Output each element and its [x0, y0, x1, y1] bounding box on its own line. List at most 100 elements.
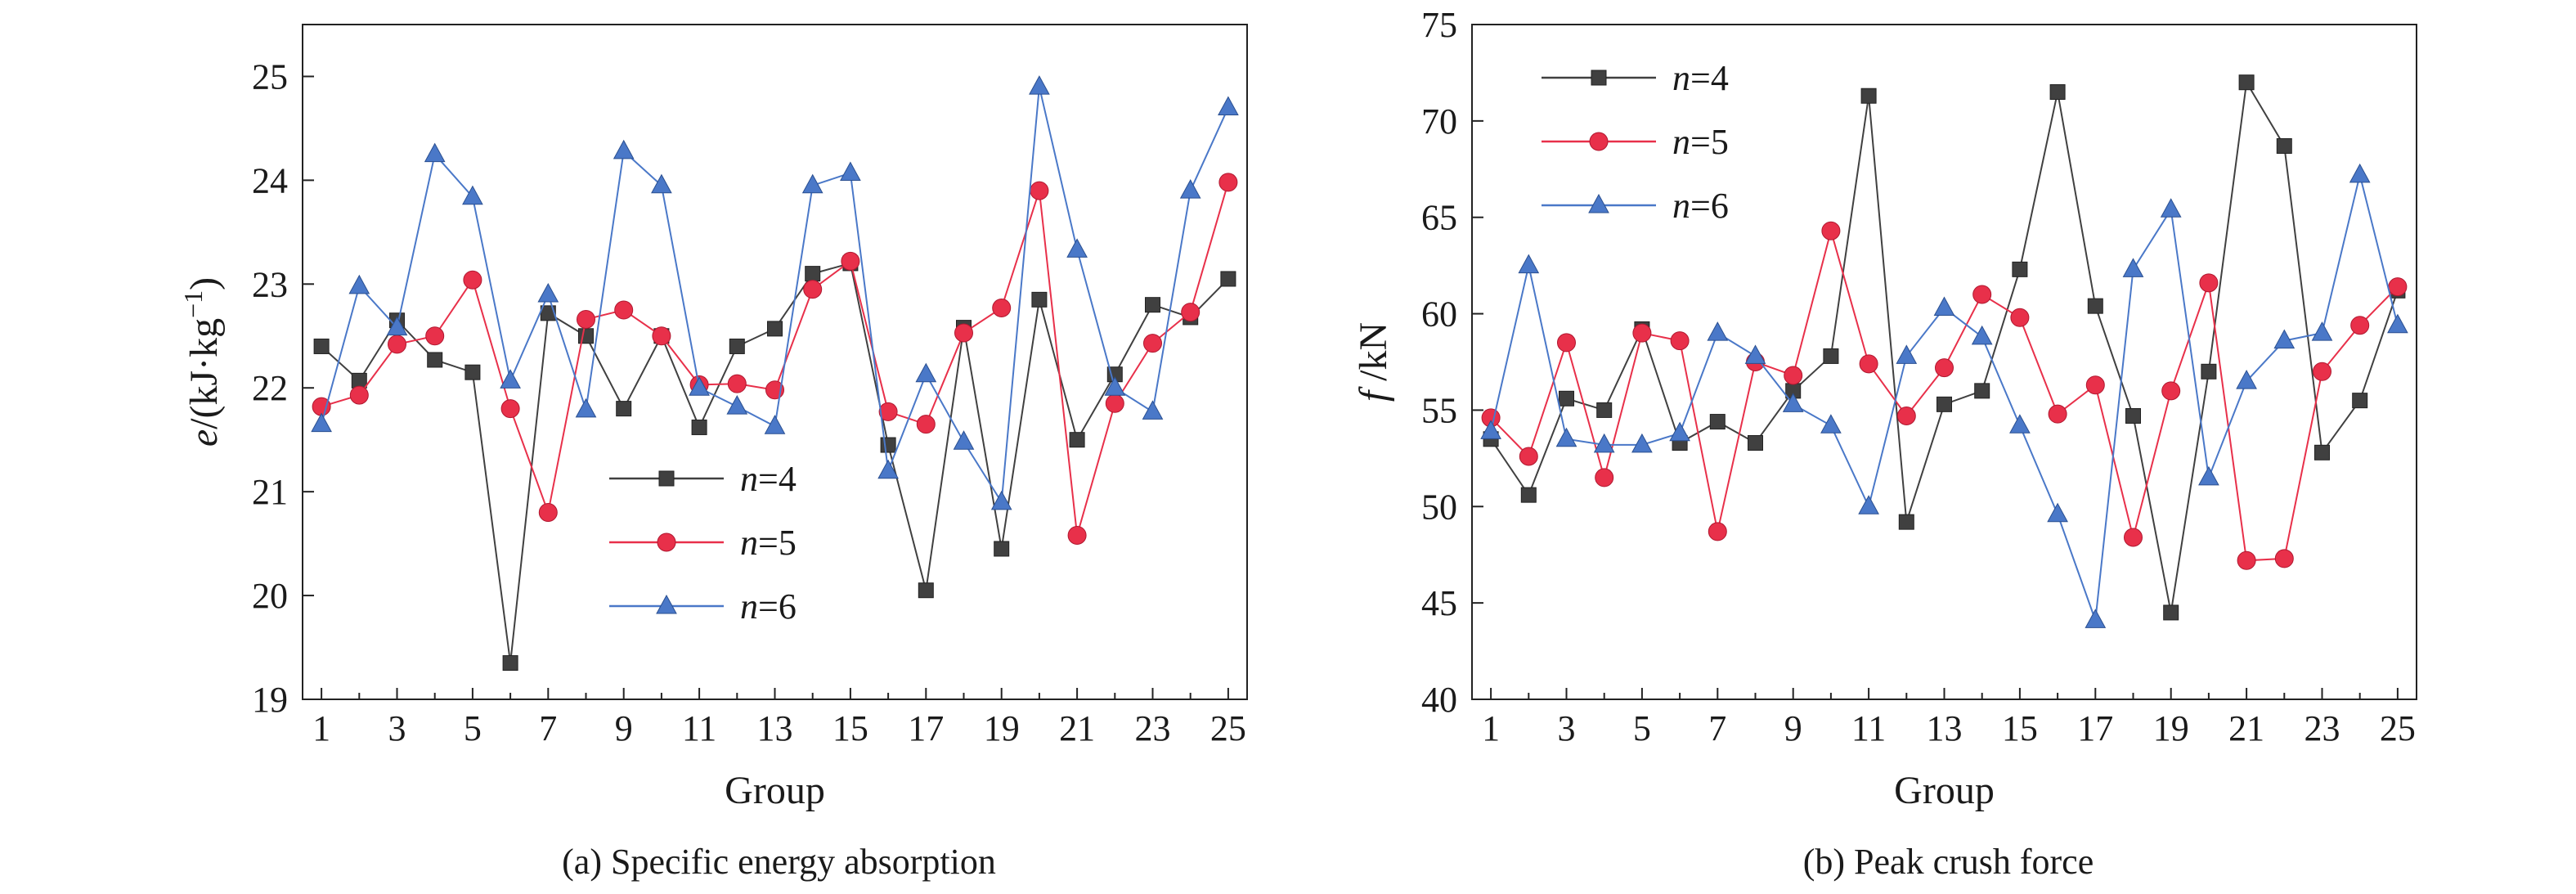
- x-tick-label: 15: [832, 708, 868, 748]
- legend-marker: [656, 594, 677, 614]
- data-point-n=4: [2276, 138, 2292, 154]
- legend-value: =6: [758, 586, 797, 627]
- legend-entry: n=4: [1542, 58, 1729, 98]
- data-point-n=5: [1181, 303, 1200, 322]
- panel-caption: (b) Peak crush force: [1803, 842, 2094, 882]
- data-point-n=6: [575, 398, 597, 418]
- data-point-n=5: [1821, 221, 1841, 240]
- data-point-n=4: [805, 266, 821, 282]
- legend-value: =5: [1690, 122, 1729, 162]
- series-n=6: [311, 75, 1239, 510]
- data-point-n=6: [1971, 325, 1993, 345]
- data-point-n=5: [1632, 323, 1652, 343]
- data-point-n=5: [1595, 468, 1614, 487]
- data-point-n=5: [1030, 181, 1049, 200]
- data-point-n=6: [2160, 198, 2182, 218]
- data-point-n=4: [2314, 444, 2330, 460]
- data-point-n=5: [1067, 525, 1087, 545]
- y-axis-unit-close: ): [182, 277, 226, 290]
- data-point-n=4: [616, 401, 632, 417]
- data-point-n=4: [2163, 604, 2179, 621]
- data-point-n=4: [313, 338, 330, 354]
- data-point-n=4: [729, 338, 745, 354]
- data-point-n=6: [1480, 420, 1501, 439]
- y-tick-label: 22: [252, 368, 288, 408]
- x-tick-label: 23: [2304, 708, 2340, 748]
- x-axis-title: Group: [1894, 769, 1995, 812]
- data-point-n=6: [1029, 75, 1050, 95]
- legend-variable: n: [1672, 122, 1690, 162]
- data-point-n=5: [954, 323, 973, 343]
- x-tick-label: 1: [1482, 708, 1500, 748]
- data-point-n=6: [386, 316, 408, 336]
- y-tick-label: 60: [1421, 294, 1457, 335]
- data-point-n=6: [1631, 433, 1653, 453]
- x-tick-label: 13: [757, 708, 793, 748]
- x-tick-label: 19: [984, 708, 1020, 748]
- y-tick-label: 45: [1421, 583, 1457, 623]
- x-tick-label: 25: [1210, 708, 1246, 748]
- data-point-n=5: [2124, 528, 2143, 547]
- data-point-n=4: [2352, 393, 2368, 409]
- data-point-n=4: [1748, 435, 1763, 451]
- data-point-n=6: [424, 142, 446, 163]
- data-point-n=6: [1179, 179, 1201, 199]
- data-point-n=4: [994, 541, 1010, 557]
- x-tick-label: 1: [312, 708, 330, 748]
- series-line-n=5: [1490, 227, 2399, 562]
- data-point-n=4: [1860, 88, 1877, 104]
- data-point-n=5: [2048, 404, 2067, 424]
- data-point-n=6: [1669, 421, 1690, 442]
- data-point-n=5: [349, 385, 369, 405]
- y-tick-label: 55: [1421, 390, 1457, 430]
- y-tick-label: 20: [252, 576, 288, 616]
- legend-label: n=6: [740, 586, 797, 627]
- y-tick-label: 70: [1421, 101, 1457, 142]
- x-tick-label: 23: [1135, 708, 1171, 748]
- data-point-n=4: [1709, 414, 1726, 430]
- y-axis-variable: e: [182, 429, 226, 447]
- data-point-n=6: [877, 459, 899, 479]
- data-point-n=6: [840, 161, 861, 181]
- x-tick-label: 15: [2002, 708, 2038, 748]
- data-point-n=6: [2122, 258, 2144, 277]
- y-axis-title: f /kN: [1352, 322, 1395, 402]
- data-point-n=5: [1784, 366, 1803, 385]
- legend-label: n=4: [1672, 58, 1729, 98]
- data-point-n=4: [464, 364, 481, 380]
- x-tick-label: 17: [908, 708, 944, 748]
- x-tick-label: 3: [1558, 708, 1576, 748]
- data-point-n=6: [1896, 344, 1918, 364]
- data-point-n=5: [2388, 277, 2408, 297]
- x-tick-label: 19: [2153, 708, 2189, 748]
- data-point-n=5: [1896, 407, 1916, 425]
- data-point-n=4: [2125, 408, 2141, 424]
- data-point-n=6: [1933, 296, 1955, 316]
- data-point-n=5: [1859, 354, 1878, 374]
- data-point-n=6: [1858, 495, 1879, 514]
- y-axis-unit: /(kJ·kg: [182, 318, 226, 429]
- data-point-n=6: [2236, 370, 2257, 389]
- data-point-n=6: [1218, 96, 1239, 116]
- data-point-n=5: [2274, 549, 2294, 568]
- legend-marker: [1589, 132, 1609, 151]
- x-tick-label: 7: [1708, 708, 1726, 748]
- data-point-n=4: [880, 437, 896, 453]
- series-n=5: [1481, 221, 2408, 570]
- data-point-n=5: [1670, 331, 1690, 351]
- y-axis-unit: /kN: [1352, 322, 1395, 391]
- legend-variable: n: [1672, 186, 1690, 226]
- data-point-n=5: [388, 335, 406, 354]
- data-point-n=4: [1031, 291, 1048, 308]
- data-point-n=4: [1559, 390, 1574, 407]
- data-point-n=5: [1143, 334, 1162, 353]
- legend-value: =6: [1690, 186, 1729, 226]
- data-point-n=6: [1707, 321, 1729, 341]
- data-point-n=5: [2010, 308, 2030, 327]
- legend-marker: [1588, 193, 1609, 213]
- data-point-n=4: [578, 328, 594, 344]
- data-point-n=5: [2161, 381, 2181, 401]
- data-point-n=6: [348, 274, 370, 294]
- legend-variable: n: [740, 523, 758, 563]
